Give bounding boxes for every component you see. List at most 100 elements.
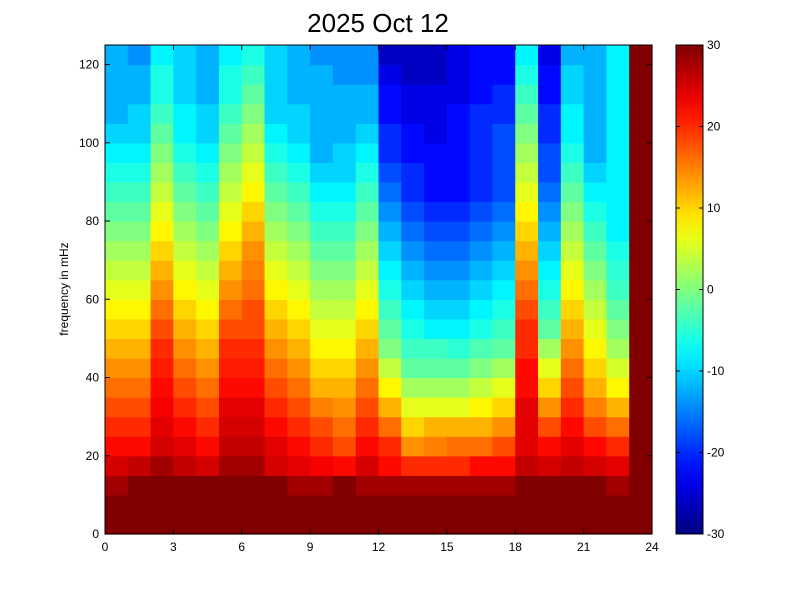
heatmap-cell [492, 494, 516, 516]
heatmap-cell [378, 357, 402, 379]
heatmap-cell [264, 436, 288, 457]
y-tick-label: 80 [86, 214, 100, 228]
heatmap-cell [196, 181, 220, 203]
heatmap-cell [538, 357, 562, 379]
heatmap-cell [378, 103, 402, 124]
heatmap-cell [515, 475, 539, 496]
heatmap-cell [150, 299, 174, 320]
heatmap-cell [105, 397, 129, 418]
heatmap-cell [583, 64, 608, 85]
heatmap-cell [105, 494, 129, 516]
heatmap-cell [446, 436, 471, 457]
heatmap-cell [583, 377, 608, 398]
heatmap-cell [629, 338, 653, 359]
heatmap-cell [105, 84, 129, 105]
heatmap-cell [173, 103, 197, 124]
heatmap-cell [310, 318, 334, 339]
heatmap-cell [264, 260, 288, 281]
heatmap-cell [332, 416, 357, 437]
heatmap-cell [492, 240, 516, 261]
heatmap-cell [173, 299, 197, 320]
heatmap-cell [606, 299, 630, 320]
heatmap-cell [355, 357, 380, 379]
heatmap-cell [401, 397, 425, 418]
heatmap-cell [355, 103, 380, 124]
heatmap-cell [469, 494, 494, 516]
heatmap-cell [629, 142, 653, 163]
heatmap-cell [310, 181, 334, 203]
heatmap-cell [515, 318, 539, 339]
heatmap-cell [310, 494, 334, 516]
heatmap-cell [310, 103, 334, 124]
heatmap-cell [150, 260, 174, 281]
heatmap-cell [401, 514, 425, 535]
heatmap-cell [378, 64, 402, 85]
heatmap-cell [606, 397, 630, 418]
heatmap-cell [264, 103, 288, 124]
heatmap-cell [127, 436, 152, 457]
heatmap-cell [173, 416, 197, 437]
heatmap-cell [287, 84, 311, 105]
heatmap-cell [173, 142, 197, 163]
heatmap-cell [446, 455, 471, 476]
heatmap-cell [105, 318, 129, 339]
heatmap-cell [196, 299, 220, 320]
heatmap-cell [196, 103, 220, 124]
heatmap-cell [401, 181, 425, 203]
heatmap-cell [515, 494, 539, 516]
heatmap-cell [469, 240, 494, 261]
heatmap-cell [218, 181, 243, 203]
heatmap-cell [446, 221, 471, 242]
heatmap-cell [538, 162, 562, 183]
heatmap-cell [424, 221, 448, 242]
heatmap-cell [310, 279, 334, 300]
heatmap-cell [515, 455, 539, 476]
heatmap-cell [310, 338, 334, 359]
heatmap-cell [264, 64, 288, 85]
heatmap-cell [196, 475, 220, 496]
heatmap-cell [401, 338, 425, 359]
heatmap-cell [310, 123, 334, 144]
x-tick-label: 24 [645, 540, 659, 554]
heatmap-cell [241, 338, 266, 359]
heatmap-cell [560, 221, 585, 242]
heatmap-cell [196, 416, 220, 437]
heatmap-cell [105, 240, 129, 261]
colorbar-tick-label: -10 [707, 364, 725, 378]
heatmap-cell [583, 181, 608, 203]
heatmap-cell [310, 377, 334, 398]
heatmap-cell [332, 455, 357, 476]
heatmap-cell [241, 84, 266, 105]
heatmap-cell [583, 318, 608, 339]
heatmap-cell [310, 416, 334, 437]
heatmap-cell [287, 260, 311, 281]
heatmap-cell [378, 45, 402, 66]
heatmap-cell [105, 181, 129, 203]
heatmap-cell [606, 84, 630, 105]
heatmap-cell [196, 279, 220, 300]
heatmap-cell [332, 514, 357, 535]
heatmap-cell [241, 64, 266, 85]
heatmap-cell [310, 142, 334, 163]
heatmap-cell [287, 455, 311, 476]
heatmap-cell [469, 318, 494, 339]
heatmap-cell [378, 201, 402, 222]
heatmap-cell [492, 357, 516, 379]
heatmap-cell [332, 240, 357, 261]
heatmap-cell [606, 279, 630, 300]
heatmap-cell [264, 240, 288, 261]
heatmap-cell [424, 103, 448, 124]
heatmap-cell [606, 123, 630, 144]
heatmap-cell [560, 123, 585, 144]
heatmap-cell [173, 221, 197, 242]
heatmap-cell [355, 142, 380, 163]
heatmap-cell [218, 494, 243, 516]
heatmap-cell [538, 299, 562, 320]
heatmap-cell [446, 357, 471, 379]
heatmap-cell [560, 436, 585, 457]
heatmap-cell [606, 475, 630, 496]
heatmap-cell [173, 514, 197, 535]
heatmap-cell [515, 123, 539, 144]
heatmap-cell [629, 455, 653, 476]
heatmap-cell [105, 64, 129, 85]
